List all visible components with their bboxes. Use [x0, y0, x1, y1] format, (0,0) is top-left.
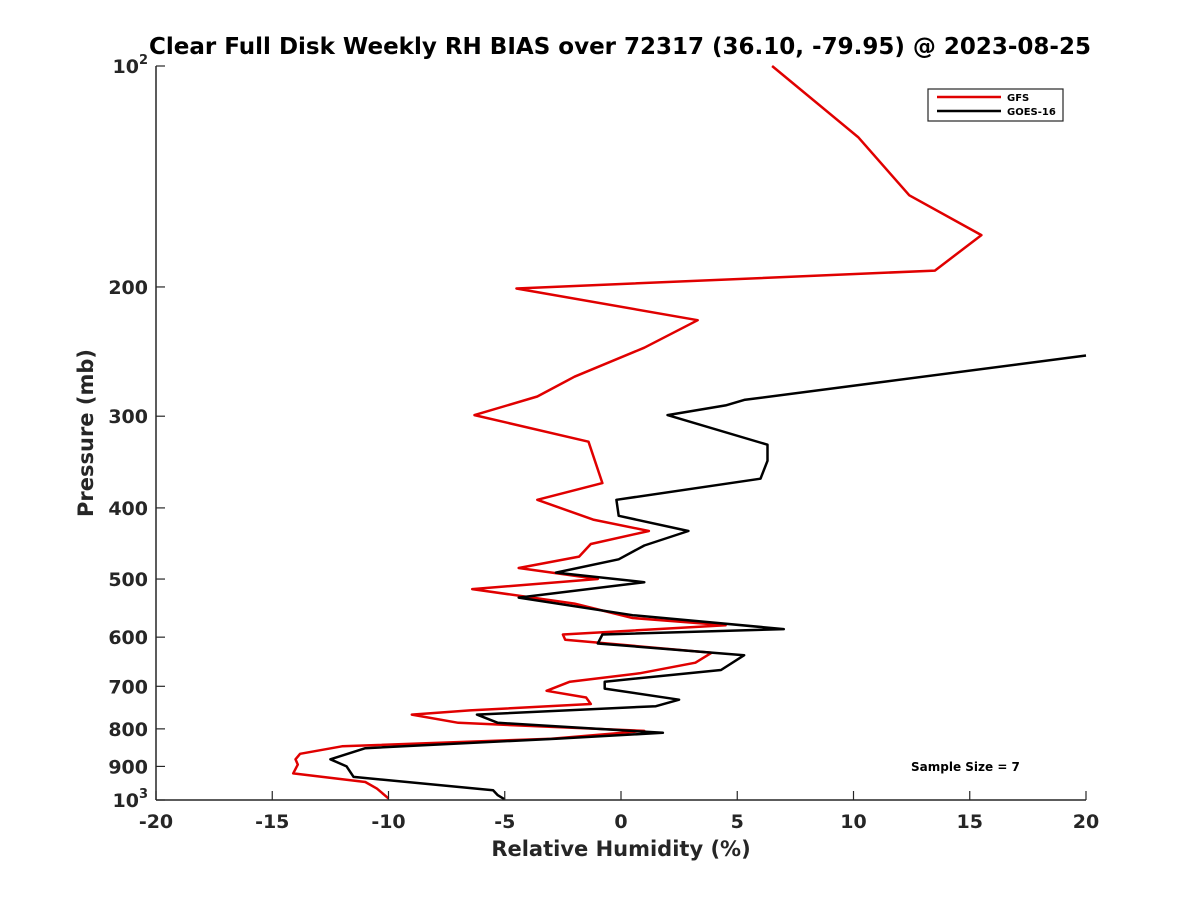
- x-tick-label: -10: [371, 811, 405, 833]
- y-tick-label: 200: [108, 277, 148, 299]
- x-tick-label: 15: [957, 811, 983, 833]
- y-tick-label: 800: [108, 719, 148, 741]
- x-tick-label: 0: [614, 811, 627, 833]
- y-tick-label: 102: [113, 53, 149, 78]
- x-ticks: -20 -15 -10 -5 0 5 10 15 20: [139, 791, 1099, 833]
- sample-size-annotation: Sample Size = 7: [911, 760, 1020, 774]
- y-ticks: 102 200 300 400 500 600 700 800 900 103: [108, 53, 165, 812]
- plot-series: [291, 65, 1087, 801]
- x-tick-label: 20: [1073, 811, 1099, 833]
- x-tick-label: -20: [139, 811, 173, 833]
- legend-label-goes16: GOES-16: [1007, 107, 1056, 118]
- y-tick-label: 103: [113, 787, 149, 812]
- legend-label-gfs: GFS: [1007, 93, 1029, 104]
- series-line-goes16: [329, 354, 1087, 801]
- y-tick-label: 400: [108, 498, 148, 520]
- y-axis-label: Pressure (mb): [74, 349, 98, 517]
- chart-title: Clear Full Disk Weekly RH BIAS over 7231…: [149, 34, 1091, 60]
- y-tick-label: 600: [108, 627, 148, 649]
- y-tick-label: 700: [108, 676, 148, 698]
- legend-box: [927, 88, 1064, 122]
- x-axis-label: Relative Humidity (%): [491, 837, 750, 861]
- x-tick-label: 5: [731, 811, 744, 833]
- legend: GFS GOES-16: [927, 88, 1064, 122]
- x-tick-label: -5: [494, 811, 515, 833]
- series-line-gfs: [291, 65, 983, 800]
- x-tick-label: -15: [255, 811, 289, 833]
- y-tick-label: 500: [108, 569, 148, 591]
- y-tick-label: 900: [108, 756, 148, 778]
- x-tick-label: 10: [840, 811, 866, 833]
- y-tick-label: 300: [108, 406, 148, 428]
